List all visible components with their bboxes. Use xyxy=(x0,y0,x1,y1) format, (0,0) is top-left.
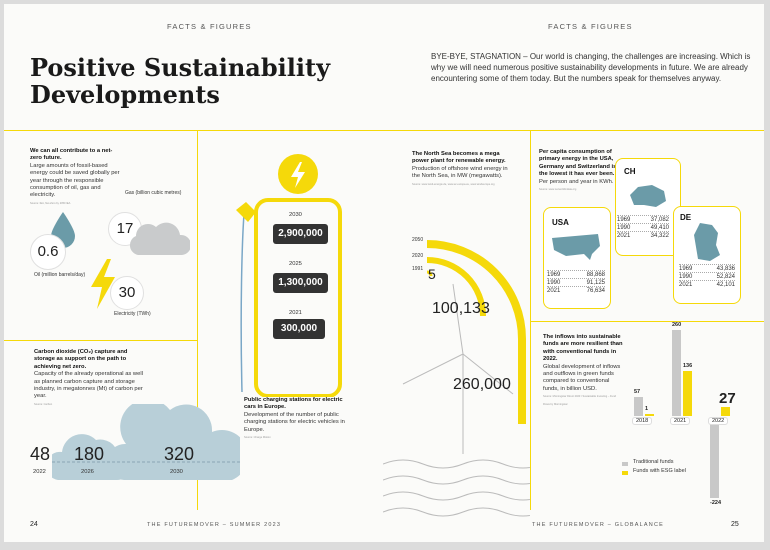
intro-text: BYE-BYE, STAGNATION – Our world is chang… xyxy=(431,52,751,83)
bar-label-traditional-2021: 260 xyxy=(672,322,682,329)
legend-swatch-esg xyxy=(622,471,628,475)
page-title: Positive Sustainability Developments xyxy=(30,53,331,109)
gas-label: Gas (billion cubic metres) xyxy=(125,190,182,196)
bar-label-traditional-2022: -224 xyxy=(710,499,722,506)
charging-station-icon xyxy=(236,154,342,397)
bar-esg-2021 xyxy=(683,371,692,416)
de-card: DE xyxy=(673,206,741,304)
netzero-text: We can all contribute to a net-zero futu… xyxy=(30,148,120,205)
germany-map-icon xyxy=(694,223,720,261)
wind-value-2020: 100,133 xyxy=(432,300,490,317)
co2-value-2030: 320 xyxy=(164,444,195,464)
electricity-label: Electricity (TWh) xyxy=(114,311,151,317)
wind-year-2050: 2050 xyxy=(412,237,424,243)
usa-table: 1969 88,868 1990 91,125 2021 76,634 xyxy=(547,270,605,294)
charging-value-2025: 1,300,000 xyxy=(273,273,328,293)
co2-value-2022: 48 xyxy=(30,444,51,464)
charging-year-2021: 2021 xyxy=(289,310,302,316)
co2-clouds xyxy=(52,404,240,481)
co2-text: Carbon dioxide (CO₂) capture and storage… xyxy=(34,349,143,406)
wind-turbine-chart xyxy=(383,240,530,517)
charging-value-2030: 2,900,000 xyxy=(273,224,328,244)
co2-value-2026: 180 xyxy=(74,444,105,464)
cloud-icon xyxy=(129,222,190,255)
category-label-2018: 2018 xyxy=(632,417,653,425)
bar-esg-2022 xyxy=(721,407,730,416)
right-page: FACTS & FIGURES BYE-BYE, STAGNATION – Ou… xyxy=(383,4,764,542)
oil-label: Oil (million barrels/day) xyxy=(34,272,86,278)
divider xyxy=(383,130,764,131)
co2-year-2022: 2022 xyxy=(33,469,46,475)
de-label: DE xyxy=(680,213,692,222)
charging-value-2021: 300,000 xyxy=(273,319,325,339)
charging-year-2025: 2025 xyxy=(289,261,302,267)
ch-table: 1969 37,082 1990 49,410 2021 34,322 xyxy=(617,215,669,239)
divider xyxy=(4,130,383,131)
bar-traditional-2022 xyxy=(710,424,719,498)
category-label-2022: 2022 xyxy=(708,417,729,425)
usa-card: USA xyxy=(543,207,611,309)
bar-traditional-2021 xyxy=(672,330,681,416)
divider xyxy=(197,130,198,510)
section-header: FACTS & FIGURES xyxy=(167,22,252,31)
de-table: 1969 43,836 1990 52,824 2021 42,101 xyxy=(679,264,735,288)
charging-year-2030: 2030 xyxy=(289,212,302,218)
bar-label-esg-2021: 136 xyxy=(683,363,693,370)
page-number-left: 24 xyxy=(30,521,38,528)
bar-label-traditional-2018: 57 xyxy=(634,389,641,396)
bar-label-esg-2018: 1 xyxy=(645,406,649,412)
section-header: FACTS & FIGURES xyxy=(548,22,633,31)
oil-value: 0.6 xyxy=(30,234,66,270)
footer-left: THE FUTUREMOVER – SUMMER 2023 xyxy=(147,522,282,528)
legend-swatch-traditional xyxy=(622,462,628,466)
legend-traditional: Traditional funds xyxy=(633,459,674,465)
usa-map-icon xyxy=(552,234,600,260)
wind-value-2050: 260,000 xyxy=(453,376,511,393)
footer-right: THE FUTUREMOVER – GLOBALANCE xyxy=(532,522,665,528)
bar-label-esg-2022: 27 xyxy=(719,390,736,408)
lightning-icon xyxy=(91,259,115,309)
ch-card: CH xyxy=(615,158,681,256)
energy-text: Per capita consumption of primary energy… xyxy=(539,149,617,192)
ch-label: CH xyxy=(624,167,636,176)
left-page: FACTS & FIGURES Positive Sustainability … xyxy=(4,4,383,542)
switzerland-map-icon xyxy=(630,185,666,207)
wind-value-1991: 5 xyxy=(428,266,436,282)
funds-text: The inflows into sustainable funds are m… xyxy=(543,334,623,406)
divider xyxy=(530,130,531,510)
page-number-right: 25 xyxy=(731,521,739,528)
divider xyxy=(4,340,197,341)
co2-year-2030: 2030 xyxy=(170,469,183,475)
divider xyxy=(530,321,764,322)
funds-bar-chart: 57 1 2018 260 136 2021 -224 27 2022 xyxy=(626,322,746,506)
bar-traditional-2018 xyxy=(634,397,643,416)
legend-esg: Funds with ESG label xyxy=(633,468,686,474)
wind-year-1991: 1991 xyxy=(412,266,424,272)
electricity-value: 30 xyxy=(110,276,144,310)
wind-year-2020: 2020 xyxy=(412,253,424,259)
co2-year-2026: 2026 xyxy=(81,469,94,475)
bar-esg-2018 xyxy=(645,414,654,416)
wind-text: The North Sea becomes a mega power plant… xyxy=(412,151,508,186)
usa-label: USA xyxy=(552,218,569,227)
charging-text: Public charging stations for electric ca… xyxy=(244,397,345,440)
category-label-2021: 2021 xyxy=(670,417,691,425)
